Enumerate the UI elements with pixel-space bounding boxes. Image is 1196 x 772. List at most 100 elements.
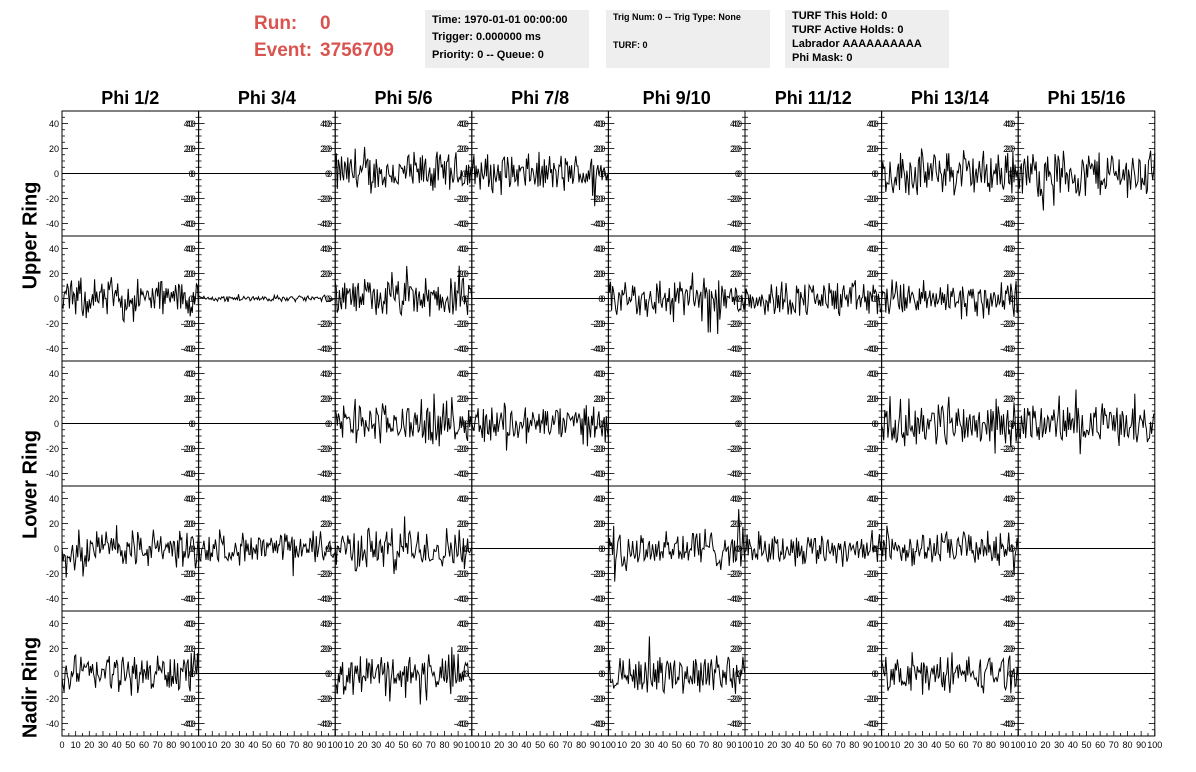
y-tick-label: 20 (730, 519, 740, 529)
y-tick-label: -40 (181, 219, 194, 229)
y-tick-label: -20 (1002, 444, 1015, 454)
x-tick-label: 70 (699, 740, 709, 750)
x-tick-label: 100 (737, 740, 752, 750)
y-tick-label: 20 (459, 519, 469, 529)
y-tick-label: 40 (459, 494, 469, 504)
x-tick-label: 20 (358, 740, 368, 750)
x-tick-label: 60 (959, 740, 969, 750)
y-tick-label: 20 (320, 144, 330, 154)
y-tick-label: 0 (600, 544, 605, 554)
y-tick-label: -20 (454, 319, 467, 329)
x-tick-label: 80 (1122, 740, 1132, 750)
y-tick-label: -20 (866, 694, 879, 704)
y-tick-label: 20 (732, 394, 742, 404)
waveform-trace-r1-c7 (881, 148, 1019, 196)
y-tick-label: -20 (183, 319, 196, 329)
y-tick-label: -20 (864, 444, 877, 454)
x-tick-label: 10 (754, 740, 764, 750)
y-tick-label: 0 (325, 294, 330, 304)
column-title-7: Phi 13/14 (911, 88, 989, 108)
y-tick-label: 40 (459, 119, 469, 129)
y-tick-label: -40 (727, 469, 740, 479)
y-tick-label: -20 (454, 444, 467, 454)
x-tick-label: 40 (1068, 740, 1078, 750)
x-tick-label: 70 (426, 740, 436, 750)
y-tick-label: 40 (730, 619, 740, 629)
y-tick-label: -40 (866, 469, 879, 479)
panel-frame-r5-c7 (881, 610, 1019, 737)
y-tick-label: -40 (729, 594, 742, 604)
y-tick-label: 20 (595, 144, 605, 154)
y-tick-label: 40 (49, 244, 59, 254)
x-tick-label: 40 (112, 740, 122, 750)
x-tick-label: 100 (874, 740, 889, 750)
y-tick-label: 0 (327, 669, 332, 679)
turf-text: TURF: 0 (613, 40, 648, 50)
y-tick-label: 0 (54, 669, 59, 679)
y-tick-label: -40 (319, 219, 332, 229)
y-tick-label: -40 (456, 594, 469, 604)
y-tick-label: -40 (183, 719, 196, 729)
y-tick-label: 40 (730, 369, 740, 379)
y-tick-label: 40 (320, 619, 330, 629)
y-tick-label: -20 (1002, 194, 1015, 204)
y-tick-label: 0 (598, 419, 603, 429)
y-tick-label: -20 (729, 694, 742, 704)
y-tick-label: -40 (864, 719, 877, 729)
x-tick-label: 90 (453, 740, 463, 750)
x-tick-label: 80 (576, 740, 586, 750)
y-tick-label: -20 (864, 194, 877, 204)
x-tick-label: 30 (644, 740, 654, 750)
y-tick-label: 20 (320, 519, 330, 529)
y-tick-label: 0 (600, 419, 605, 429)
y-tick-label: 40 (457, 494, 467, 504)
x-tick-label: 70 (153, 740, 163, 750)
waveform-trace-r3-c4 (471, 402, 609, 451)
y-tick-label: -20 (183, 194, 196, 204)
y-tick-label: 20 (730, 269, 740, 279)
y-tick-label: -40 (183, 469, 196, 479)
y-tick-label: 0 (1010, 544, 1015, 554)
y-tick-label: -40 (866, 344, 879, 354)
y-tick-label: -40 (1002, 594, 1015, 604)
y-tick-label: -40 (590, 594, 603, 604)
y-tick-label: -40 (1000, 219, 1013, 229)
y-tick-label: -20 (317, 319, 330, 329)
x-tick-label: 40 (795, 740, 805, 750)
y-tick-label: -20 (729, 194, 742, 204)
y-tick-label: 40 (459, 619, 469, 629)
column-title-1: Phi 1/2 (101, 88, 159, 108)
y-tick-label: -40 (590, 219, 603, 229)
y-tick-label: -20 (592, 694, 605, 704)
y-tick-label: 0 (464, 669, 469, 679)
x-tick-label: 80 (303, 740, 313, 750)
x-tick-label: 60 (139, 740, 149, 750)
y-tick-label: -20 (317, 569, 330, 579)
y-tick-label: -20 (592, 444, 605, 454)
x-tick-label: 80 (713, 740, 723, 750)
y-tick-label: -20 (319, 194, 332, 204)
phi-mask-text: Phi Mask: 0 (792, 52, 853, 64)
x-tick-label: 90 (317, 740, 327, 750)
y-tick-label: -40 (864, 344, 877, 354)
y-tick-label: 20 (867, 394, 877, 404)
y-tick-label: -40 (46, 719, 59, 729)
y-tick-label: -40 (319, 594, 332, 604)
y-tick-label: 20 (320, 269, 330, 279)
y-tick-label: -20 (1000, 444, 1013, 454)
x-tick-label: 100 (1011, 740, 1026, 750)
x-tick-label: 30 (98, 740, 108, 750)
y-tick-label: 20 (593, 644, 603, 654)
x-tick-label: 60 (276, 740, 286, 750)
y-tick-label: 0 (189, 544, 194, 554)
waveform-trace-r4-c2 (198, 529, 336, 577)
y-tick-label: -20 (454, 694, 467, 704)
y-tick-label: 40 (186, 619, 196, 629)
y-tick-label: 40 (322, 119, 332, 129)
y-tick-label: -40 (727, 219, 740, 229)
y-tick-label: -40 (590, 719, 603, 729)
y-tick-label: 20 (459, 269, 469, 279)
y-tick-label: 40 (867, 619, 877, 629)
y-tick-label: -20 (181, 694, 194, 704)
